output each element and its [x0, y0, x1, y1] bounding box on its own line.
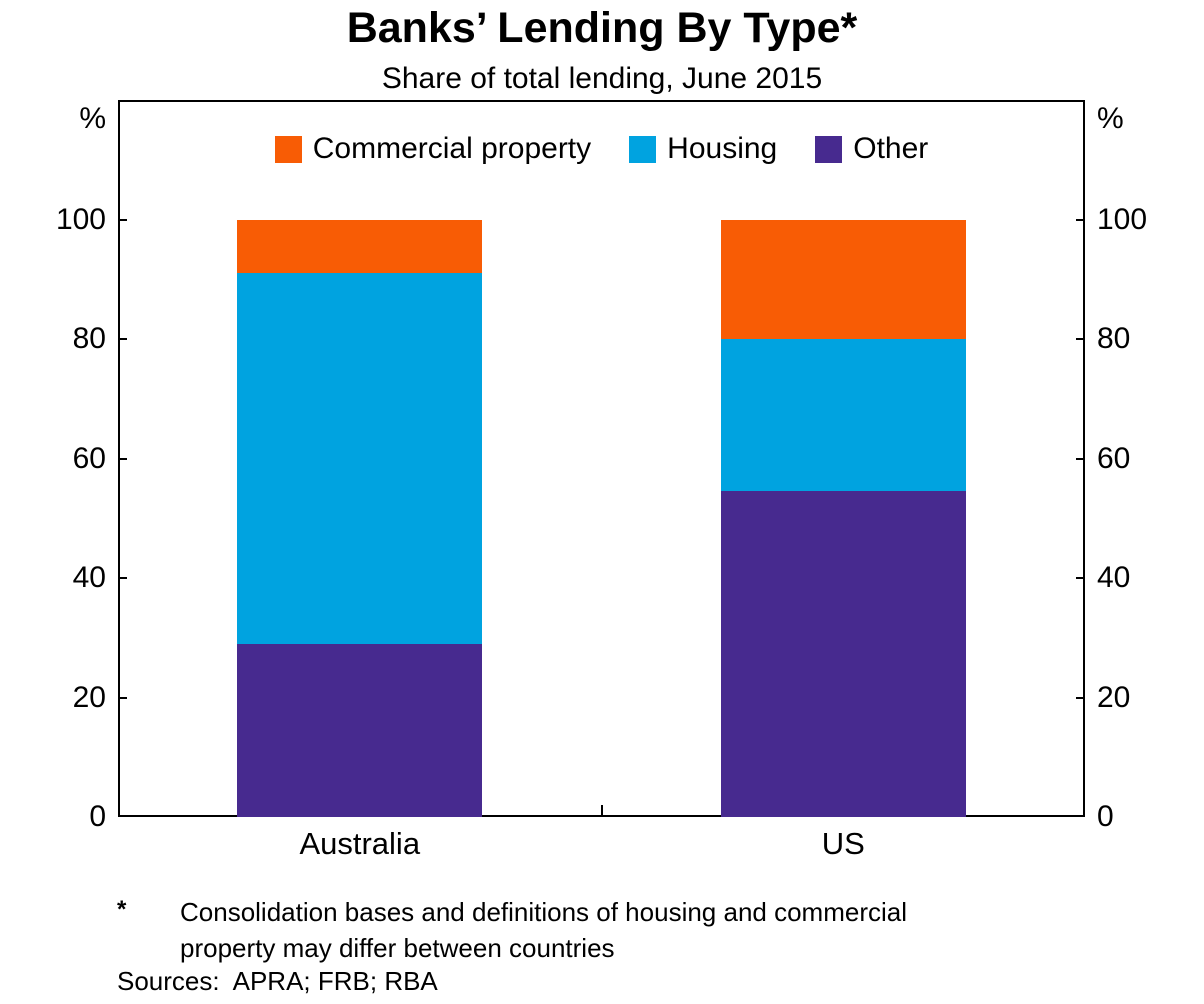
y-tick-right-60 [1076, 457, 1085, 460]
y-tick-label-right-60: 60 [1097, 441, 1131, 475]
y-axis-unit-left: % [79, 102, 106, 135]
bar-segment-australia-commercial-property [237, 219, 483, 274]
y-tick-left-80 [118, 338, 127, 340]
y-tick-label-left-20: 20 [72, 680, 106, 714]
y-tick-label-right-40: 40 [1097, 561, 1131, 594]
y-tick-left-20 [118, 696, 127, 699]
y-tick-label-right-100: 100 [1097, 202, 1148, 236]
y-tick-label-right-80: 80 [1097, 322, 1131, 355]
y-tick-left-40 [118, 577, 127, 579]
bar-segment-us-commercial-property [720, 219, 966, 339]
legend-label-other: Other [853, 132, 929, 165]
bar-segment-us-housing [720, 339, 966, 492]
y-tick-label-right-20: 20 [1097, 680, 1131, 714]
y-tick-label-left-80: 80 [72, 322, 106, 355]
chart-title: Banks’ Lending By Type* [346, 4, 858, 52]
y-axis-unit-right: % [1097, 102, 1124, 135]
y-tick-left-60 [118, 457, 127, 460]
legend-swatch-commercial-property-icon [274, 135, 302, 163]
y-tick-label-left-60: 60 [72, 441, 106, 475]
category-label-australia: Australia [299, 826, 421, 861]
category-label-us: US [821, 826, 865, 861]
y-tick-label-left-0: 0 [89, 800, 106, 833]
y-tick-label-left-40: 40 [72, 561, 106, 594]
legend-label-commercial-property: Commercial property [312, 132, 592, 165]
legend-item-housing: Housing [629, 132, 777, 166]
footnote-line-1: Consolidation bases and definitions of h… [180, 897, 907, 927]
footnote-text: Consolidation bases and definitions of h… [180, 894, 907, 966]
y-tick-right-100 [1076, 218, 1085, 221]
sources-line: Sources: APRA; FRB; RBA [117, 966, 438, 996]
y-tick-label-right-0: 0 [1097, 800, 1114, 833]
legend-swatch-housing-icon [629, 135, 657, 163]
footnote-marker: * [117, 896, 127, 923]
x-axis-divider-tick [600, 805, 603, 815]
y-tick-label-left-100: 100 [55, 202, 106, 236]
legend-swatch-other-icon [815, 135, 843, 163]
legend: Commercial property Housing Other [118, 132, 1085, 166]
bar-segment-australia-other [237, 643, 483, 817]
footnote-line-2: property may differ between countries [180, 933, 615, 963]
y-tick-right-40 [1076, 577, 1085, 579]
bar-segment-us-other [720, 491, 966, 817]
legend-item-commercial-property: Commercial property [274, 132, 592, 166]
y-tick-right-80 [1076, 338, 1085, 340]
chart-subtitle: Share of total lending, June 2015 [381, 62, 823, 95]
legend-item-other: Other [815, 132, 928, 166]
legend-label-housing: Housing [667, 132, 778, 165]
bar-segment-australia-housing [237, 273, 483, 644]
y-tick-right-20 [1076, 696, 1085, 699]
y-tick-left-100 [118, 218, 127, 221]
